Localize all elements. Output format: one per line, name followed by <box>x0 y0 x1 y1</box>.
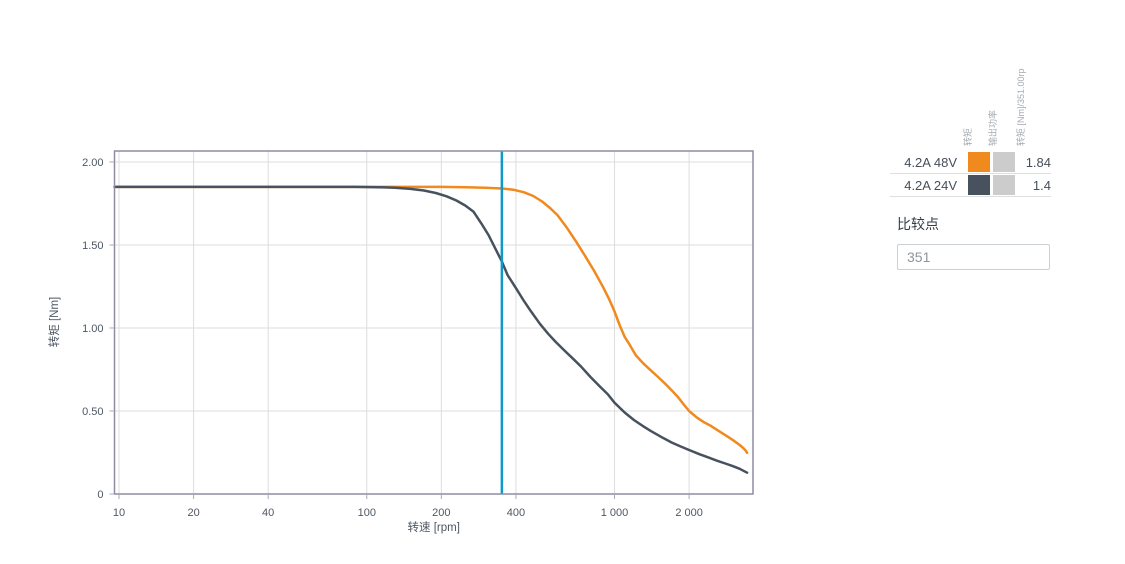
legend-row-24v[interactable]: 4.2A 24V 1.4 <box>890 174 1051 197</box>
y-tick-label: 1.50 <box>82 240 103 252</box>
comparison-point-label: 比较点 <box>897 216 939 232</box>
legend-col-header-output-power: 输出功率 <box>987 109 998 146</box>
series-curve-48v <box>113 185 749 455</box>
legend-table: 4.2A 48V 1.84 4.2A 24V 1.4 <box>890 151 1051 197</box>
x-tick-label: 40 <box>262 507 274 519</box>
series-label-24v: 4.2A 24V <box>904 177 957 193</box>
x-tick-label: 2 000 <box>675 507 703 519</box>
torque-swatch-24v <box>968 175 990 195</box>
series-curve-24v <box>113 185 749 474</box>
x-tick-label: 200 <box>432 507 450 519</box>
torque-swatch-48v <box>968 152 990 172</box>
legend-col-header-torque: 转矩 <box>962 127 973 146</box>
y-tick-label: 1.00 <box>82 323 103 335</box>
x-tick-label: 1 000 <box>601 507 629 519</box>
x-tick-label: 10 <box>113 507 125 519</box>
x-tick-label: 20 <box>187 507 199 519</box>
plot-border <box>113 150 754 495</box>
torque-value-48v: 1.84 <box>1025 154 1051 170</box>
y-tick-label: 0 <box>97 489 103 501</box>
comparison-point-input[interactable] <box>897 244 1050 270</box>
y-axis-title: 转矩 [Nm] <box>47 297 61 347</box>
y-tick-label: 2.00 <box>82 157 103 169</box>
x-tick-label: 400 <box>507 507 525 519</box>
torque-value-24v: 1.4 <box>1032 177 1051 193</box>
legend-row-48v[interactable]: 4.2A 48V 1.84 <box>890 151 1051 174</box>
x-tick-label: 100 <box>358 507 376 519</box>
y-tick-label: 0.50 <box>82 406 103 418</box>
power-swatch-48v <box>993 152 1015 172</box>
series-label-48v: 4.2A 48V <box>904 154 957 170</box>
legend-col-header-torque-at-comparison: 转矩 [Nm]/351.00rp <box>1015 68 1026 146</box>
power-swatch-24v <box>993 175 1015 195</box>
x-axis-title: 转速 [rpm] <box>408 520 460 534</box>
